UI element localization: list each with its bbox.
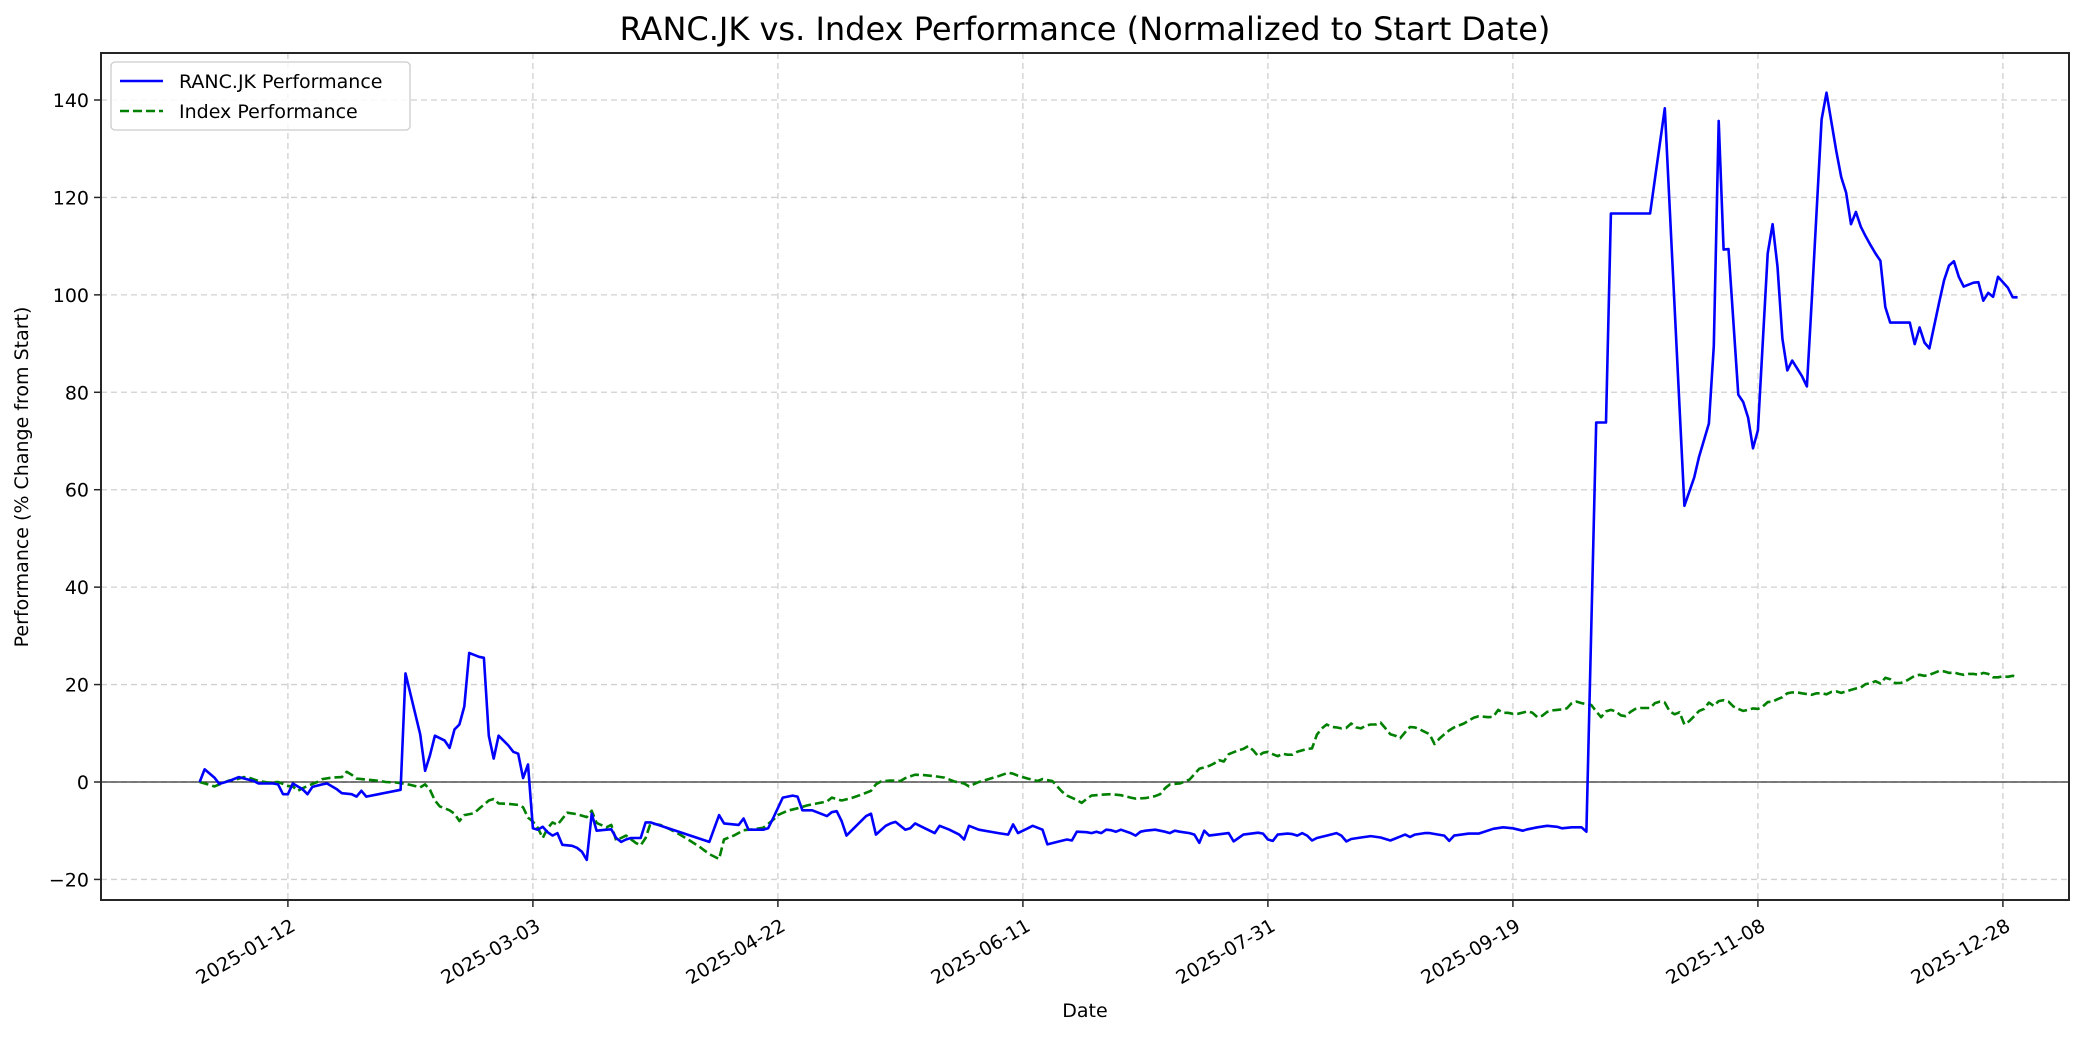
legend-label-index: Index Performance — [179, 101, 358, 123]
x-tick-label: 2025-04-22 — [682, 915, 789, 989]
x-tick-label: 2025-01-12 — [192, 915, 299, 989]
y-tick-label: 60 — [65, 480, 89, 502]
index-performance-line — [199, 669, 2018, 861]
y-tick-label: 40 — [65, 577, 89, 599]
y-tick-label: 120 — [53, 187, 89, 209]
legend: RANC.JK Performance Index Performance — [110, 61, 411, 131]
y-tick-label: 140 — [53, 90, 89, 112]
x-axis-label: Date — [1062, 1000, 1107, 1022]
y-axis-label: Performance (% Change from Start) — [11, 307, 33, 648]
y-tick-label: −20 — [49, 869, 89, 891]
x-tick-label: 2025-09-19 — [1417, 915, 1524, 989]
x-axis-ticks: 2025-01-12 2025-03-03 2025-04-22 2025-06-11… — [192, 900, 2014, 989]
ranc-performance-line — [198, 91, 2018, 862]
y-tick-label: 80 — [65, 382, 89, 404]
series-lines — [198, 91, 2018, 862]
y-tick-label: 100 — [53, 285, 89, 307]
x-tick-label: 2025-11-08 — [1662, 915, 1769, 989]
y-axis-ticks: −20 0 20 40 60 80 100 120 140 — [49, 90, 101, 891]
grid-lines — [101, 53, 2069, 900]
y-tick-label: 20 — [65, 675, 89, 697]
y-tick-label: 0 — [77, 772, 89, 794]
chart-title: RANC.JK vs. Index Performance (Normalize… — [620, 10, 1551, 48]
legend-box — [110, 61, 411, 131]
plot-frame — [100, 52, 2070, 901]
x-tick-label: 2025-06-11 — [927, 915, 1034, 989]
x-tick-label: 2025-12-28 — [1907, 915, 2014, 989]
x-tick-label: 2025-03-03 — [437, 915, 544, 989]
legend-label-ranc: RANC.JK Performance — [179, 71, 382, 93]
x-tick-label: 2025-07-31 — [1172, 915, 1279, 989]
